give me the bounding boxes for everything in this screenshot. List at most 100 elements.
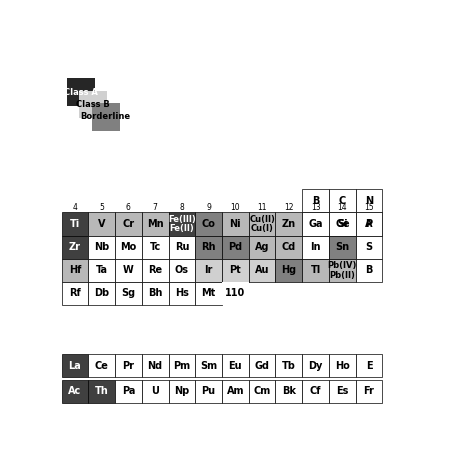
Text: Si: Si (337, 219, 347, 229)
Text: Ir: Ir (204, 265, 213, 275)
Text: Rh: Rh (201, 242, 216, 252)
Text: Th: Th (95, 386, 109, 396)
Text: S: S (365, 242, 373, 252)
Bar (222, 380, 249, 402)
Text: 8: 8 (180, 203, 184, 212)
Text: Zr: Zr (69, 242, 81, 252)
Bar (329, 380, 356, 402)
Text: Gd: Gd (255, 361, 270, 371)
Bar (302, 259, 329, 282)
Bar (115, 354, 142, 377)
Bar (88, 282, 115, 305)
Bar (115, 236, 142, 259)
Bar (356, 259, 383, 282)
Text: W: W (123, 265, 134, 275)
Text: Nb: Nb (94, 242, 109, 252)
Text: 14: 14 (337, 203, 347, 212)
Text: Pr: Pr (122, 361, 135, 371)
Bar (169, 212, 195, 236)
Text: Hg: Hg (281, 265, 296, 275)
Bar (142, 236, 169, 259)
Text: Al: Al (310, 219, 321, 229)
Bar (222, 354, 249, 377)
Bar (329, 354, 356, 377)
Bar (88, 354, 115, 377)
Text: A: A (365, 219, 373, 229)
Bar (329, 236, 356, 259)
Text: Ag: Ag (255, 242, 269, 252)
Bar (62, 236, 88, 259)
Text: Mt: Mt (201, 288, 216, 298)
Bar (249, 380, 275, 402)
Text: Class B: Class B (76, 100, 110, 109)
Text: Tl: Tl (310, 265, 321, 275)
Bar (142, 282, 169, 305)
Bar (275, 236, 302, 259)
Bar (275, 380, 302, 402)
Text: Borderline: Borderline (81, 112, 131, 121)
Text: 15: 15 (364, 203, 374, 212)
Bar (142, 354, 169, 377)
Bar (115, 380, 142, 402)
Text: Am: Am (227, 386, 244, 396)
Bar (195, 212, 222, 236)
Bar (249, 212, 275, 236)
Text: Eu: Eu (228, 361, 242, 371)
Text: Sg: Sg (121, 288, 136, 298)
Text: Re: Re (148, 265, 162, 275)
Text: Au: Au (255, 265, 269, 275)
Text: Np: Np (174, 386, 190, 396)
Text: Bk: Bk (282, 386, 296, 396)
Text: B: B (312, 196, 319, 206)
Bar (249, 236, 275, 259)
Text: Sn: Sn (335, 242, 349, 252)
Text: Pa: Pa (122, 386, 135, 396)
Bar (88, 236, 115, 259)
Bar (356, 380, 383, 402)
Bar (115, 259, 142, 282)
Text: 110: 110 (225, 288, 246, 298)
Text: Ce: Ce (95, 361, 109, 371)
Bar (329, 212, 356, 236)
Bar (62, 380, 88, 402)
Bar (356, 354, 383, 377)
Text: In: In (310, 242, 321, 252)
Bar (62, 212, 88, 236)
Text: Mn: Mn (147, 219, 164, 229)
Text: Fr: Fr (364, 386, 374, 396)
Text: Ge: Ge (335, 219, 350, 229)
Text: Zn: Zn (282, 219, 296, 229)
Bar (302, 189, 329, 212)
Text: Fe(III)
Fe(II): Fe(III) Fe(II) (168, 215, 196, 233)
Bar (115, 212, 142, 236)
Text: Class A: Class A (64, 88, 98, 97)
Text: Ni: Ni (229, 219, 241, 229)
Text: Pm: Pm (173, 361, 191, 371)
Text: V: V (98, 219, 105, 229)
Bar (169, 259, 195, 282)
Bar (88, 212, 115, 236)
Bar (249, 259, 275, 282)
Text: Co: Co (202, 219, 216, 229)
Text: Es: Es (336, 386, 348, 396)
Bar (88, 259, 115, 282)
Bar (88, 380, 115, 402)
Bar (249, 354, 275, 377)
Bar (62, 354, 88, 377)
Text: Cr: Cr (122, 219, 135, 229)
Bar (275, 259, 302, 282)
Text: C: C (339, 196, 346, 206)
Bar (222, 282, 249, 305)
Bar (329, 212, 356, 236)
Bar (329, 259, 356, 282)
Text: Cf: Cf (310, 386, 321, 396)
Bar (169, 380, 195, 402)
Text: Pu: Pu (201, 386, 216, 396)
Bar (302, 236, 329, 259)
Bar (302, 212, 329, 236)
Text: Nd: Nd (147, 361, 163, 371)
Bar (329, 189, 356, 212)
Text: Hs: Hs (175, 288, 189, 298)
Bar (67, 78, 95, 106)
Text: Tb: Tb (282, 361, 296, 371)
